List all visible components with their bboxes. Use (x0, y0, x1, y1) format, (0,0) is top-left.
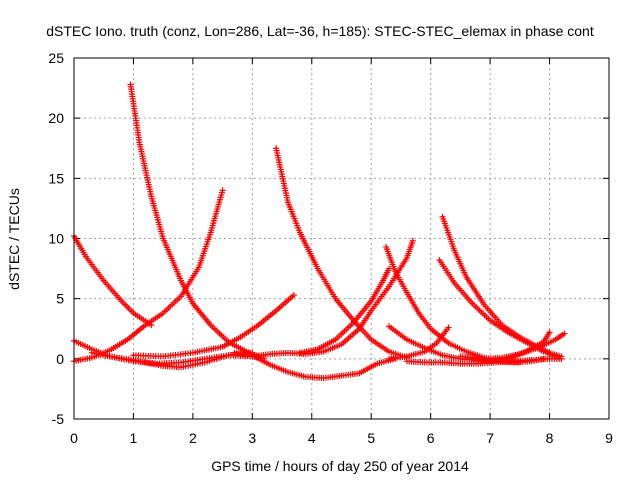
data-point-marker (386, 265, 393, 272)
x-tick-label: 8 (546, 430, 554, 446)
series-sat18 (469, 329, 553, 365)
data-point-marker (561, 330, 568, 337)
series-sat6 (88, 349, 256, 371)
series-sat11 (383, 243, 523, 366)
data-point-marker (445, 324, 452, 331)
series-sat13 (386, 324, 452, 362)
y-tick-label: 5 (56, 291, 64, 307)
series-sat8 (231, 237, 416, 360)
x-tick-label: 4 (308, 430, 316, 446)
x-tick-label: 2 (189, 430, 197, 446)
y-tick-label: 15 (48, 170, 64, 186)
x-tick-label: 5 (367, 430, 375, 446)
x-tick-label: 9 (605, 430, 613, 446)
y-tick-label: 20 (48, 110, 64, 126)
x-tick-label: 6 (427, 430, 435, 446)
x-tick-label: 7 (486, 430, 494, 446)
data-point-marker (546, 329, 553, 336)
data-point-marker (290, 292, 297, 299)
y-axis-label: dSTEC / TECUs (6, 188, 22, 290)
data-point-marker (409, 237, 416, 244)
x-axis-ticks: 0 1 2 3 4 5 6 7 8 9 (70, 58, 613, 446)
plot-frame (73, 57, 610, 420)
chart-title: dSTEC Iono. truth (conz, Lon=286, Lat=-3… (46, 23, 594, 39)
x-axis-label: GPS time / hours of day 250 of year 2014 (211, 458, 469, 474)
series-sat10 (296, 265, 393, 356)
y-tick-label: 0 (56, 351, 64, 367)
data-point-marker (219, 187, 226, 194)
y-axis-ticks: -5 0 5 10 15 20 25 (48, 50, 609, 427)
x-tick-label: 3 (248, 430, 256, 446)
y-tick-label: 10 (48, 231, 64, 247)
x-tick-label: 0 (70, 430, 78, 446)
y-tick-label: 25 (48, 50, 64, 66)
y-tick-label: -5 (52, 411, 65, 427)
series-sat5 (130, 292, 297, 360)
series-sat7 (273, 145, 410, 361)
data-points (71, 81, 568, 382)
data-point-marker (558, 353, 565, 360)
series-sat9 (249, 352, 398, 382)
series-sat1 (71, 233, 155, 329)
x-tick-label: 1 (130, 430, 138, 446)
